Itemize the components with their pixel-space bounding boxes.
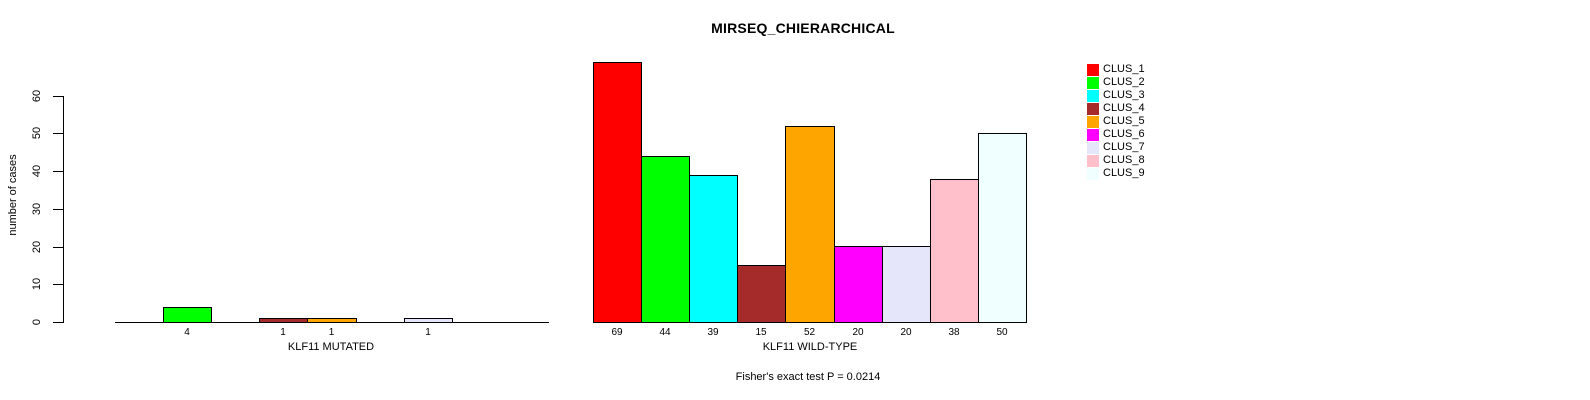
legend-swatch-clus_5 <box>1087 116 1099 128</box>
y-axis-tick-label: 50 <box>31 126 43 140</box>
bar-clus_1 <box>593 62 642 323</box>
y-axis-tick-label: 10 <box>31 277 43 291</box>
y-axis-tick-label: 40 <box>31 164 43 178</box>
y-axis-tick <box>53 284 63 285</box>
y-axis-tick <box>53 322 63 323</box>
y-axis-tick-label: 20 <box>31 240 43 254</box>
bar-value-label: 1 <box>328 327 335 338</box>
y-axis-line <box>63 96 64 323</box>
legend-label-clus_1: CLUS_1 <box>1103 63 1145 75</box>
legend-swatch-clus_3 <box>1087 90 1099 102</box>
bar-clus_7 <box>404 318 453 323</box>
legend-swatch-clus_9 <box>1087 168 1099 180</box>
bar-value-label: 20 <box>852 327 864 338</box>
legend-label-clus_9: CLUS_9 <box>1103 167 1145 179</box>
y-axis-tick <box>53 247 63 248</box>
legend-swatch-clus_4 <box>1087 103 1099 115</box>
chart-title: MIRSEQ_CHIERARCHICAL <box>711 20 895 36</box>
bar-value-label: 52 <box>803 327 816 338</box>
legend-label-clus_4: CLUS_4 <box>1103 102 1145 114</box>
legend-label-clus_3: CLUS_3 <box>1103 89 1145 101</box>
y-axis-label: number of cases <box>7 154 19 236</box>
bar-value-label: 1 <box>280 327 286 338</box>
bar-value-label: 20 <box>900 327 912 338</box>
bar-value-label: 4 <box>184 327 190 338</box>
bar-clus_9 <box>978 133 1027 323</box>
x-axis-label-wildtype: KLF11 WILD-TYPE <box>762 341 858 353</box>
fisher-test-annotation: Fisher's exact test P = 0.0214 <box>735 371 881 383</box>
bar-clus_4 <box>259 318 308 323</box>
y-axis-tick-label: 60 <box>31 89 43 103</box>
bar-value-label: 50 <box>996 327 1008 338</box>
bar-value-label: 39 <box>707 327 719 338</box>
bar-value-label: 15 <box>755 327 767 338</box>
y-axis-tick-label: 0 <box>31 318 43 326</box>
legend-swatch-clus_8 <box>1087 155 1099 167</box>
legend-label-clus_7: CLUS_7 <box>1103 141 1145 153</box>
legend-swatch-clus_2 <box>1087 77 1099 89</box>
bar-value-label: 1 <box>425 327 431 338</box>
legend-label-clus_6: CLUS_6 <box>1103 128 1145 140</box>
bar-value-label: 69 <box>611 327 623 338</box>
x-axis-label-mutated: KLF11 MUTATED <box>287 341 375 353</box>
bar-clus_7 <box>882 246 931 323</box>
y-axis-tick <box>53 209 63 210</box>
bar-value-label: 44 <box>659 327 671 338</box>
bar-clus_6 <box>834 246 883 323</box>
bar-clus_8 <box>930 179 979 323</box>
legend-swatch-clus_1 <box>1087 64 1099 76</box>
y-axis-tick <box>53 133 63 134</box>
legend-label-clus_2: CLUS_2 <box>1103 76 1145 88</box>
bar-value-label: 38 <box>948 327 960 338</box>
legend-label-clus_8: CLUS_8 <box>1103 154 1145 166</box>
bar-clus_3 <box>689 175 738 323</box>
y-axis-tick <box>53 171 63 172</box>
legend-swatch-clus_7 <box>1087 142 1099 154</box>
bar-clus_5 <box>307 318 357 323</box>
bar-clus_4 <box>737 265 786 323</box>
y-axis-tick-label: 30 <box>31 202 43 216</box>
bar-clus_2 <box>163 307 212 323</box>
bar-clus_5 <box>785 126 835 323</box>
legend-swatch-clus_6 <box>1087 129 1099 141</box>
legend-label-clus_5: CLUS_5 <box>1103 115 1145 127</box>
bar-clus_2 <box>641 156 690 323</box>
y-axis-tick <box>53 96 63 97</box>
